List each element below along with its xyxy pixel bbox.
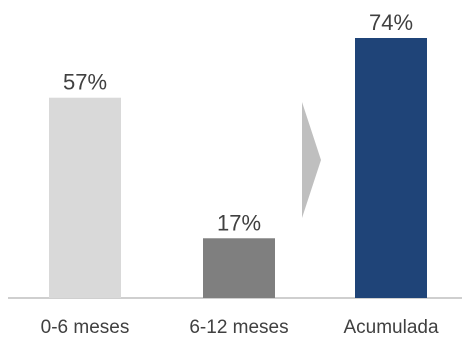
category-label: Acumulada xyxy=(343,317,438,338)
value-label: 17% xyxy=(217,210,261,235)
bar-6-12-meses xyxy=(203,238,275,298)
bar-acumulada xyxy=(355,38,427,298)
value-label: 57% xyxy=(63,70,107,95)
category-label: 6-12 meses xyxy=(189,317,288,338)
value-label: 74% xyxy=(369,10,413,35)
arrow-shape xyxy=(302,102,321,218)
bar-0-6-meses xyxy=(49,97,121,298)
category-label: 0-6 meses xyxy=(41,317,130,338)
